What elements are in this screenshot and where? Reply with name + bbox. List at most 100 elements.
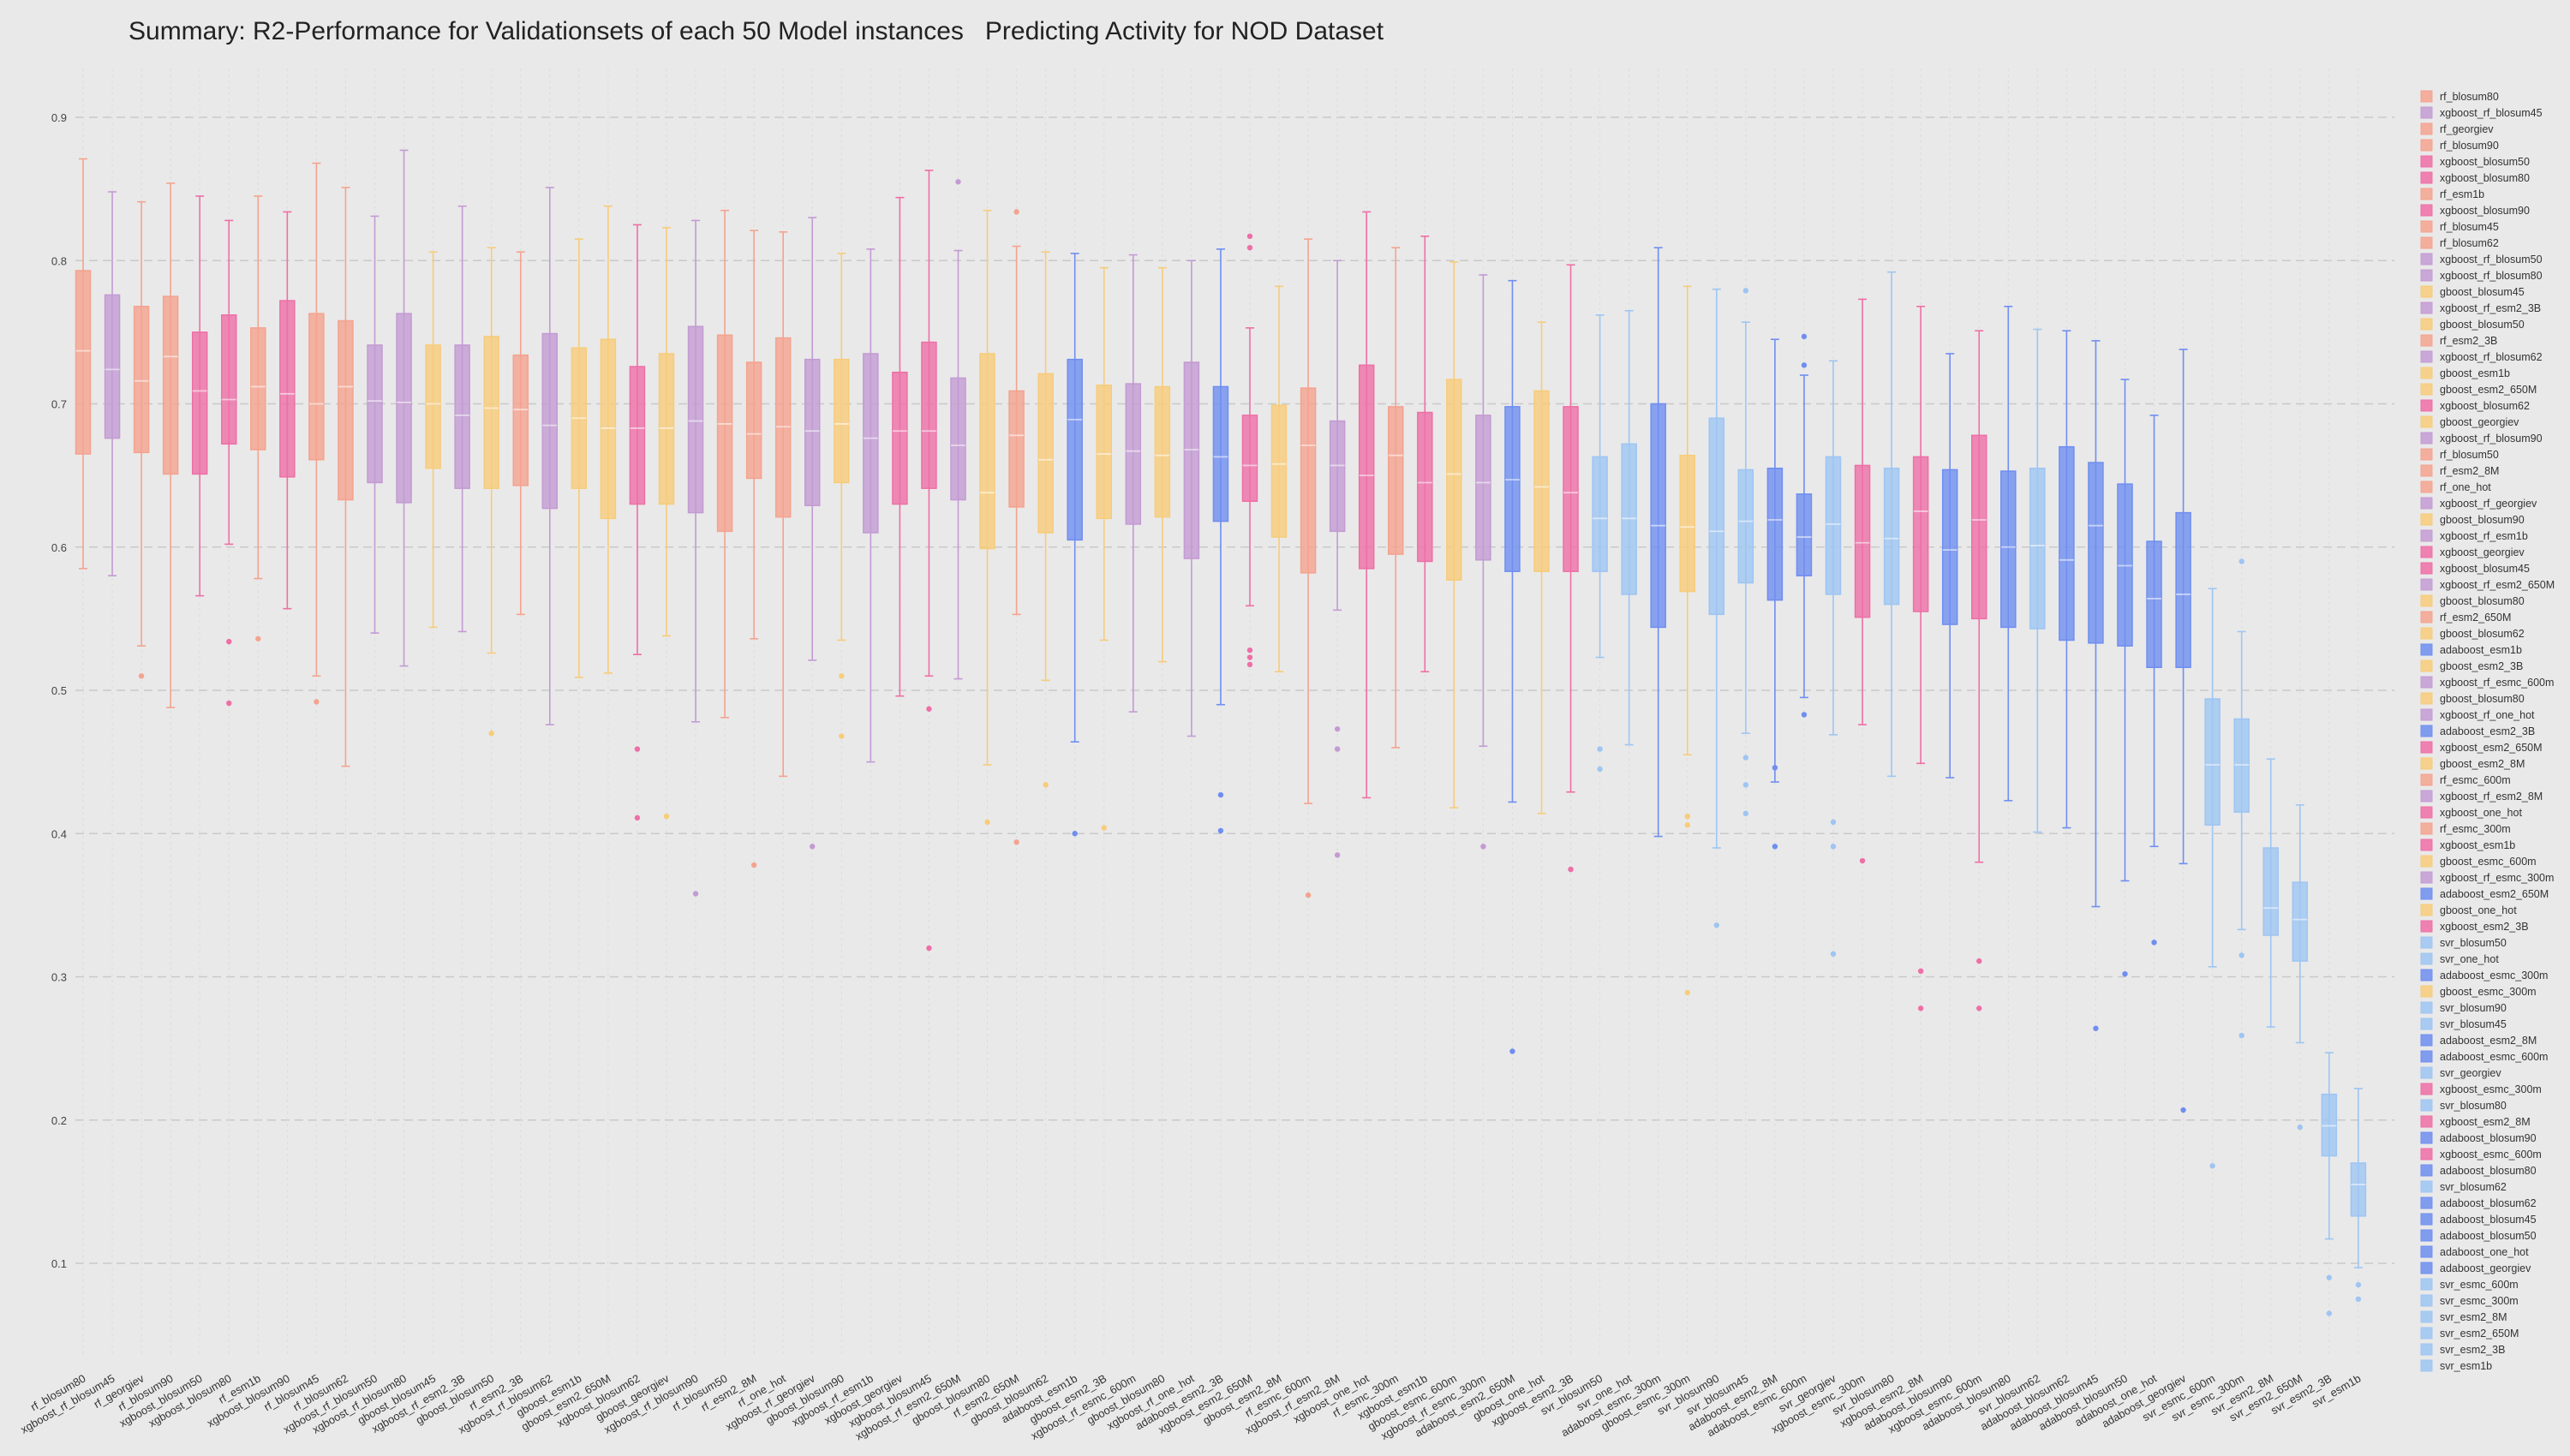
legend-swatch [2420, 1180, 2433, 1193]
outlier-point [1246, 233, 1253, 240]
legend-item: rf_blosum45 [2420, 220, 2499, 233]
outlier-point [1072, 831, 1078, 837]
legend-swatch [2420, 253, 2433, 266]
legend-item: adaboost_blosum62 [2420, 1196, 2537, 1209]
legend-label: rf_esmc_600m [2440, 774, 2511, 786]
box-body [950, 377, 966, 501]
box-body [1417, 411, 1433, 563]
legend-label: xgboost_rf_esm2_3B [2440, 302, 2541, 314]
box-xgboost_rf_one_hot: xgboost_rf_one_hot [1104, 260, 1200, 1432]
box-body [2292, 881, 2309, 962]
legend-swatch [2420, 838, 2433, 851]
outlier-point [1830, 951, 1837, 957]
box-body [2059, 445, 2075, 641]
legend-item: adaboost_blosum80 [2420, 1164, 2537, 1177]
outlier-point [1305, 892, 1312, 898]
box-body [2204, 698, 2220, 826]
legend-swatch [2420, 220, 2433, 233]
legend-label: adaboost_georgiev [2440, 1262, 2531, 1274]
legend-swatch [2420, 480, 2433, 493]
legend-label: gboost_georgiev [2440, 416, 2519, 428]
box-xgboost_esmc_300m: xgboost_esmc_300m [1769, 298, 1871, 1435]
outlier-point [1976, 958, 1982, 964]
legend-item: xgboost_rf_blosum50 [2420, 253, 2543, 266]
legend-item: svr_esm2_8M [2420, 1310, 2507, 1323]
legend-item: adaboost_esm2_650M [2420, 887, 2549, 900]
legend-label: adaboost_esm2_3B [2440, 725, 2535, 737]
legend-label: gboost_blosum45 [2440, 286, 2525, 298]
legend-item: adaboost_esmc_300m [2420, 969, 2548, 982]
outlier-point [1246, 661, 1253, 668]
box-body [1154, 385, 1171, 518]
box-body [2262, 847, 2279, 936]
legend-label: rf_esmc_300m [2440, 823, 2511, 835]
legend-item: svr_blosum62 [2420, 1180, 2507, 1193]
legend-label: gboost_blosum62 [2440, 628, 2525, 640]
legend-label: xgboost_blosum62 [2440, 400, 2530, 412]
outlier-point [2326, 1274, 2333, 1280]
legend-swatch [2420, 643, 2433, 656]
legend-swatch [2420, 122, 2433, 135]
legend-item: xgboost_georgiev [2420, 546, 2525, 558]
outlier-point [2151, 940, 2157, 946]
legend-label: gboost_esm2_8M [2440, 758, 2525, 770]
outlier-point [1713, 922, 1720, 928]
box-body [1241, 415, 1258, 502]
legend-item: gboost_esm2_650M [2420, 383, 2537, 396]
box-adaboost_esm2_3B: adaboost_esm2_3B [1133, 248, 1229, 1432]
legend-item: gboost_blosum80 [2420, 594, 2525, 607]
box-svr_blosum80: svr_blosum80 [1830, 271, 1900, 1417]
legend-swatch [2420, 1115, 2433, 1128]
box-adaboost_blosum50: adaboost_blosum50 [2036, 379, 2133, 1433]
legend-label: svr_blosum50 [2440, 937, 2507, 949]
legend-item: rf_blosum62 [2420, 236, 2499, 249]
legend-item: svr_georgiev [2420, 1066, 2501, 1079]
outlier-point [2122, 970, 2128, 977]
box-xgboost_esm2_650M: xgboost_esm2_650M [1156, 233, 1258, 1436]
box-xgboost_rf_blosum62: xgboost_rf_blosum62 [456, 187, 559, 1436]
legend-label: svr_blosum62 [2440, 1181, 2507, 1193]
box-body [1504, 406, 1521, 572]
legend-item: rf_esm2_3B [2420, 334, 2497, 347]
box-body [1650, 403, 1666, 629]
legend-label: xgboost_esmc_600m [2440, 1149, 2542, 1161]
legend-swatch [2420, 676, 2433, 689]
outlier-point [1043, 782, 1049, 788]
box-body [308, 313, 325, 461]
box-body [1300, 387, 1317, 574]
legend-label: xgboost_rf_blosum45 [2440, 107, 2543, 119]
box-body [1971, 434, 1987, 620]
legend-label: adaboost_blosum80 [2440, 1165, 2537, 1177]
legend-swatch [2420, 285, 2433, 298]
legend-swatch [2420, 1131, 2433, 1144]
box-xgboost_blosum90: xgboost_blosum90 [205, 211, 296, 1429]
box-body [454, 344, 470, 489]
legend-label: xgboost_rf_georgiev [2440, 498, 2537, 510]
legend-item: svr_blosum80 [2420, 1099, 2507, 1112]
legend-label: rf_esm2_8M [2440, 465, 2499, 477]
legend-swatch [2420, 1050, 2433, 1063]
outlier-point [1246, 654, 1253, 660]
box-body [483, 336, 499, 489]
outlier-point [1742, 755, 1749, 761]
legend-label: svr_esm2_650M [2440, 1328, 2519, 1340]
legend-label: rf_esm1b [2440, 188, 2484, 200]
box-xgboost_esm2_3B: xgboost_esm2_3B [1489, 264, 1579, 1429]
legend-swatch [2420, 1148, 2433, 1161]
box-body [1563, 406, 1579, 572]
box-body [338, 319, 354, 501]
legend-label: adaboost_blosum45 [2440, 1214, 2537, 1226]
legend-item: gboost_blosum90 [2420, 513, 2525, 526]
legend-label: xgboost_rf_esm1b [2440, 530, 2528, 542]
box-body [1446, 379, 1462, 581]
legend-label: svr_georgiev [2440, 1067, 2501, 1079]
legend-item: svr_one_hot [2420, 952, 2499, 965]
outlier-point [1246, 647, 1253, 653]
outlier-point [314, 699, 320, 705]
outlier-point [1742, 810, 1749, 817]
legend-label: xgboost_blosum90 [2440, 205, 2530, 217]
box-body [1475, 415, 1491, 561]
outlier-point [2209, 1163, 2215, 1169]
legend-label: xgboost_esm1b [2440, 839, 2515, 851]
